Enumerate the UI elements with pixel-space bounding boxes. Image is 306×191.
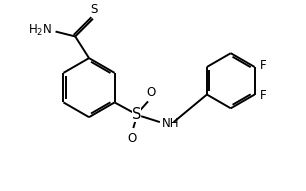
Text: F: F: [259, 89, 266, 102]
Text: O: O: [128, 132, 137, 145]
Text: O: O: [146, 87, 156, 100]
Text: F: F: [259, 59, 266, 73]
Text: S: S: [132, 107, 141, 122]
Text: S: S: [90, 3, 98, 16]
Text: $\mathregular{H_2N}$: $\mathregular{H_2N}$: [28, 23, 53, 38]
Text: NH: NH: [162, 117, 179, 129]
